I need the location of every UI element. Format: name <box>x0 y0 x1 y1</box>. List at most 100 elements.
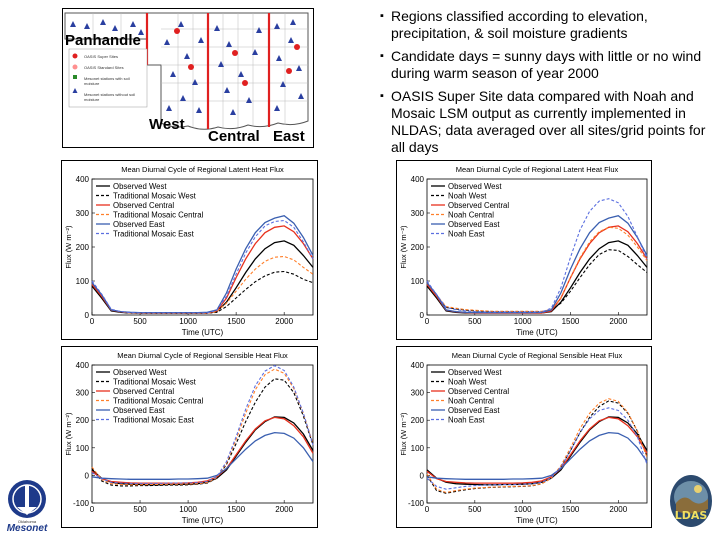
legend-label: Noah Central <box>448 211 494 220</box>
y-tick-label: 0 <box>420 311 425 320</box>
legend-label: Observed West <box>113 182 167 191</box>
legend-item-super: OASIS Super Sites <box>84 54 119 59</box>
x-tick-label: 1500 <box>227 317 245 326</box>
x-axis-label: Time (UTC) <box>182 516 224 525</box>
bullet-oasis-comparison: OASIS Super Site data compared with Noah… <box>380 88 715 156</box>
oklahoma-region-map: OASIS Super Sites OASIS Standard Sites M… <box>62 8 314 148</box>
legend-item-nosoil: Mesonet stations without soil moisture <box>84 92 136 102</box>
oasis-super-sites <box>174 28 300 86</box>
legend-label: Noah East <box>448 230 485 239</box>
legend-label: Observed East <box>113 406 165 415</box>
y-axis-label: Flux (W m⁻²) <box>399 412 408 456</box>
y-axis-label: Flux (W m⁻²) <box>64 225 73 269</box>
label-central: Central <box>208 128 260 145</box>
map-legend <box>68 48 148 108</box>
x-tick-label: 2000 <box>609 317 627 326</box>
label-panhandle: Panhandle <box>65 32 141 49</box>
series-line-noah-west <box>426 400 648 494</box>
series-line-observed-central <box>426 416 648 484</box>
mesonet-stations <box>70 19 304 115</box>
y-tick-label: 0 <box>85 311 90 320</box>
y-tick-label: -100 <box>73 499 90 508</box>
x-tick-label: 1500 <box>227 505 245 514</box>
x-tick-label: 2000 <box>609 505 627 514</box>
legend-item-standard: OASIS Standard Sites <box>84 65 124 70</box>
chart-sensible-mosaic: Mean Diurnal Cycle of Regional Sensible … <box>61 346 318 528</box>
legend-label: Observed Central <box>113 201 174 210</box>
ldas-logo-text: LDAS <box>674 509 708 522</box>
series-line-traditional-mosaic-central <box>91 368 314 486</box>
y-tick-label: 400 <box>76 361 90 370</box>
series-line-traditional-mosaic-central <box>91 255 314 314</box>
legend-label: Traditional Mosaic Central <box>113 211 204 220</box>
y-tick-label: 400 <box>76 175 90 184</box>
x-tick-label: 500 <box>133 505 147 514</box>
legend-label: Observed Central <box>113 387 174 396</box>
y-tick-label: 400 <box>411 361 425 370</box>
legend-label: Observed West <box>448 368 502 377</box>
x-tick-label: 0 <box>425 317 430 326</box>
y-tick-label: 100 <box>411 277 425 286</box>
mesonet-logo-text: Mesonet <box>6 523 48 534</box>
y-axis-label: Flux (W m⁻²) <box>64 412 73 456</box>
bullet-regions: Regions classified according to elevatio… <box>380 8 715 42</box>
x-tick-label: 500 <box>133 317 147 326</box>
y-tick-label: 100 <box>411 444 425 453</box>
bullet-candidate-days: Candidate days = sunny days with little … <box>380 48 715 82</box>
oklahoma-outline <box>64 12 309 130</box>
y-tick-label: 300 <box>76 389 90 398</box>
legend-label: Observed West <box>113 368 167 377</box>
chart-title: Mean Diurnal Cycle of Regional Latent He… <box>456 165 619 174</box>
y-tick-label: 200 <box>76 416 90 425</box>
y-tick-label: 300 <box>411 389 425 398</box>
chart-title: Mean Diurnal Cycle of Regional Latent He… <box>121 165 284 174</box>
legend-label: Noah Central <box>448 397 494 406</box>
y-tick-label: 200 <box>411 243 425 252</box>
plot-frame <box>91 364 314 504</box>
chart-latent-mosaic-svg: Mean Diurnal Cycle of Regional Latent He… <box>64 165 314 337</box>
legend-label: Observed Central <box>448 387 509 396</box>
legend-label: Traditional Mosaic West <box>113 192 197 201</box>
x-axis-label: Time (UTC) <box>516 516 558 525</box>
series-line-observed-east <box>91 431 314 480</box>
series-line-noah-central <box>426 398 648 494</box>
series-line-observed-west <box>426 416 648 486</box>
y-tick-label: 300 <box>76 209 90 218</box>
legend-label: Observed West <box>448 182 502 191</box>
mesonet-logo: Oklahoma Mesonet <box>3 477 51 535</box>
chart-latent-mosaic: Mean Diurnal Cycle of Regional Latent He… <box>61 160 318 340</box>
series-line-observed-west <box>91 240 314 314</box>
legend-label: Noah East <box>448 416 485 425</box>
series-line-observed-central <box>426 225 648 314</box>
y-tick-label: -100 <box>408 499 425 508</box>
x-tick-label: 2000 <box>275 505 293 514</box>
plot-frame <box>426 364 648 504</box>
y-tick-label: 200 <box>411 416 425 425</box>
x-tick-label: 1000 <box>514 317 532 326</box>
x-axis-label: Time (UTC) <box>182 328 224 337</box>
y-tick-label: 300 <box>411 209 425 218</box>
chart-sensible-noah: Mean Diurnal Cycle of Regional Sensible … <box>396 346 652 528</box>
series-line-observed-east <box>426 214 648 314</box>
legend-label: Traditional Mosaic East <box>113 230 195 239</box>
series-line-noah-east <box>426 198 648 313</box>
bullet-list: Regions classified according to elevatio… <box>380 8 715 162</box>
label-east: East <box>273 128 305 145</box>
series-line-noah-west <box>426 249 648 313</box>
ldas-logo-mark <box>670 475 712 527</box>
y-tick-label: 0 <box>420 471 425 480</box>
y-tick-label: 200 <box>76 243 90 252</box>
chart-sensible-mosaic-svg: Mean Diurnal Cycle of Regional Sensible … <box>64 351 314 525</box>
y-tick-label: 400 <box>411 175 425 184</box>
chart-sensible-noah-svg: Mean Diurnal Cycle of Regional Sensible … <box>399 351 648 525</box>
y-axis-label: Flux (W m⁻²) <box>399 225 408 269</box>
legend-label: Observed Central <box>448 201 509 210</box>
legend-item-soil: Mesonet stations with soil moisture <box>84 76 130 86</box>
series-line-traditional-mosaic-east <box>91 219 314 314</box>
legend-label: Observed East <box>113 220 165 229</box>
series-line-traditional-mosaic-west <box>91 270 314 314</box>
legend-label: Observed East <box>448 406 500 415</box>
county-lines <box>92 13 308 127</box>
legend-label: Observed East <box>448 220 500 229</box>
y-tick-label: 0 <box>85 471 90 480</box>
